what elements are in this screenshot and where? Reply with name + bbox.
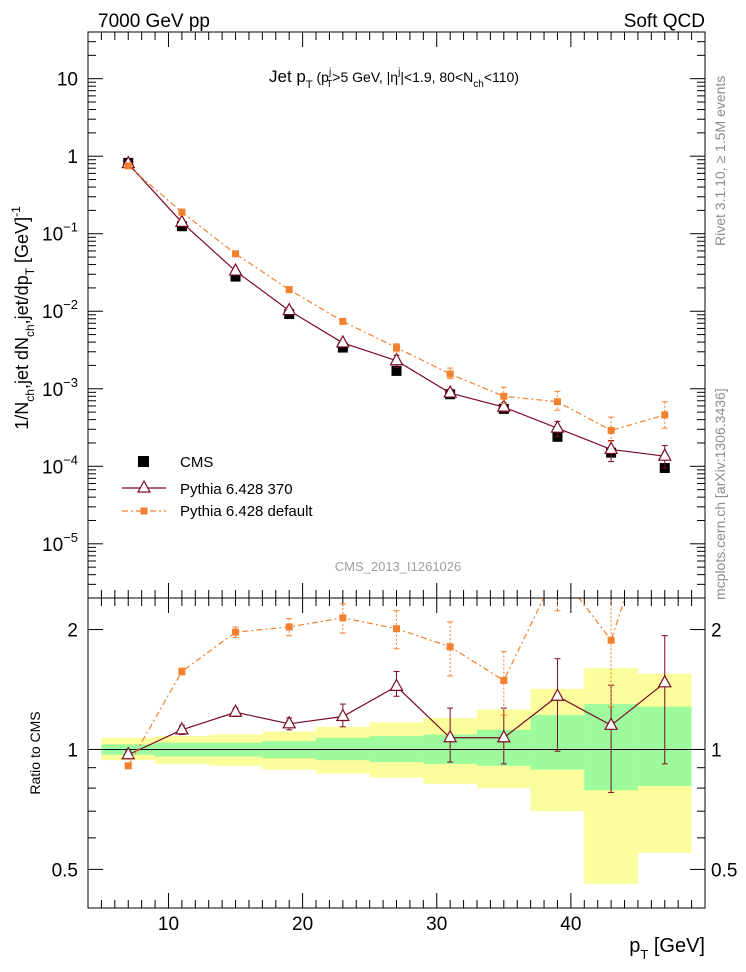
p370-point [228,262,243,276]
legend-marker-pdef [140,507,148,515]
legend-label-pdef: Pythia 6.428 default [180,503,313,520]
main-ytick-label: 10−2 [42,297,78,323]
main-ytick-label: 10−1 [42,220,78,246]
pdef-ratio-point [285,623,293,631]
pdef-ratio-point [339,614,347,622]
p370-ratio-point [657,674,672,688]
pdef-point [285,286,293,294]
ratio-xtick-label: 20 [292,914,313,935]
legend: CMS Pythia 6.428 370 Pythia 6.428 defaul… [122,454,313,520]
main-ytick-label: 10−5 [42,530,78,556]
main-ytick-label: 10−4 [42,452,78,478]
pdef-point [661,411,669,419]
p370-point [335,334,350,348]
pdef-ratio-point [232,628,240,636]
cms-point [230,271,241,282]
main-title: Jet pT (pj T>5 GeV, |ηj|<1.9, 80<Nch<110) [269,67,519,91]
p370-line [127,163,665,457]
ratio-ytick-label-left: 1 [67,740,78,761]
p370-ratio-point [550,688,565,701]
header-left: 7000 GeV pp [98,11,210,32]
p370-point [389,352,404,366]
header-right: Soft QCD [624,11,705,32]
p370-ratio-point [496,729,511,743]
ratio-series-group [121,473,672,793]
legend-marker-cms [138,456,149,467]
p370-ratio-point [604,717,619,730]
pdef-point [232,250,240,258]
p370-point [443,384,458,398]
ratio-frame [87,597,706,909]
mcplots-label: mcplots.cern.ch [arXiv:1306.3436] [712,388,728,600]
ratio-xtick-label: 30 [426,914,447,935]
pdef-point [393,344,400,352]
ratio-panel: 2 2 1 1 0.5 0.5 10 20 30 40 [52,473,737,935]
p370-point [550,419,565,433]
p370-ratio-point [282,715,297,729]
pdef-ratio-point [446,643,454,651]
p370-point [496,398,511,412]
ratio-xtick-label: 10 [158,914,179,935]
main-panel: 10 1 10−1 10−2 10−3 10−4 10−5 [42,31,705,599]
ratio-xlabel: pT [GeV] [629,935,705,962]
ratio-ytick-label-right: 2 [711,621,722,642]
main-ytick-label: 10 [57,70,78,91]
cms-point [391,365,402,376]
pdef-ratio-point [554,566,561,573]
pdef-point [553,398,561,406]
pdef-ratio-point [124,762,132,770]
pdef-point [446,370,454,378]
pdef-ratio-point [607,636,615,644]
pdef-point [607,426,615,434]
p370-ratio-point [228,703,243,717]
main-ytick-label: 10−3 [42,375,78,401]
pdef-line [127,165,665,432]
legend-label-p370: Pythia 6.428 370 [180,481,293,498]
pdef-point [124,162,132,170]
pdef-ratio-point [178,667,186,675]
p370-point [282,302,297,316]
p370-ratio-point [335,708,350,722]
p370-point [657,447,672,461]
pdef-ratio-point [661,473,668,480]
p370-ratio-point [443,729,458,743]
pdef-point [500,392,508,400]
p370-ratio-point [174,721,189,735]
pdef-point [339,317,347,325]
pdef-ratio-point [500,676,508,684]
ratio-ylabel: Ratio to CMS [27,711,43,794]
ratio-ytick-label-right: 0.5 [711,860,737,881]
legend-marker-p370 [136,479,152,493]
pdef-point [178,208,186,216]
rivet-label: Rivet 3.1.10, ≥ 1.5M events [712,76,728,246]
legend-label-cms: CMS [180,454,213,471]
cms-point [337,342,348,353]
watermark: CMS_2013_I1261026 [335,559,462,574]
p370-ratio-point [121,746,136,760]
pdef-ratio-point [393,625,400,633]
p370-ratio-point [389,678,404,691]
ratio-ytick-label-left: 0.5 [52,860,78,881]
ratio-xtick-label: 40 [560,914,581,935]
inner-band [316,737,370,761]
main-ylabel: 1/Nch,jet dNch,jet/dpT [GeV]-1 [9,206,37,430]
ratio-ytick-label-right: 1 [711,740,722,761]
p370-point [174,214,189,227]
p370-point [604,441,619,455]
ratio-ytick-label-left: 2 [67,621,78,642]
main-ytick-label: 1 [67,147,78,168]
